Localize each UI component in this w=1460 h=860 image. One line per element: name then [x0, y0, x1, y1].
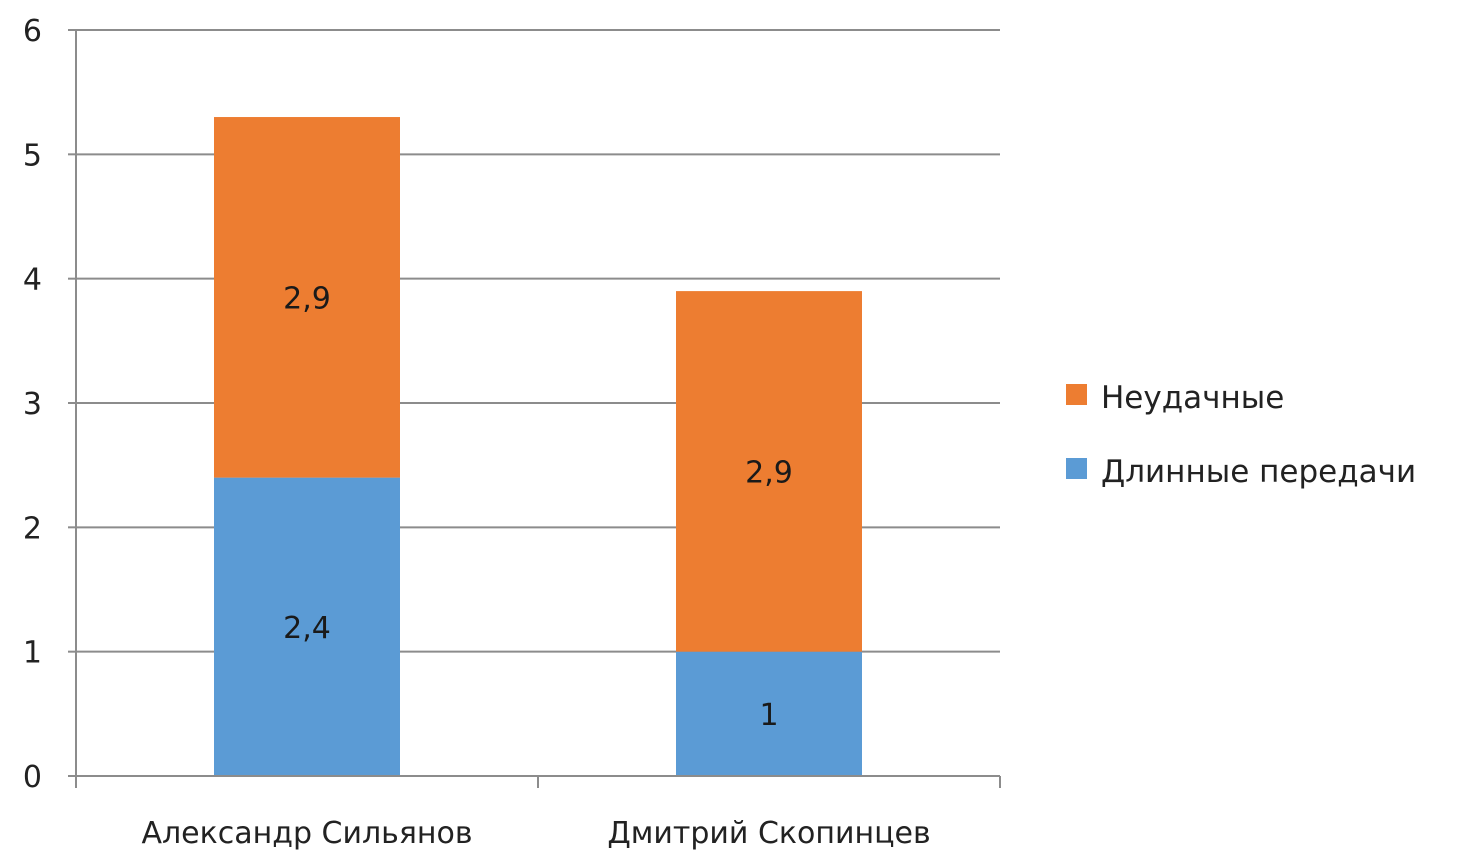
bar-segment	[214, 117, 400, 478]
legend-label: Неудачные	[1101, 380, 1284, 416]
y-tick-label: 2	[23, 511, 42, 546]
bar-segment	[676, 651, 862, 776]
y-tick-label: 3	[23, 387, 42, 422]
bar-segment	[676, 291, 862, 652]
bars	[214, 117, 862, 776]
labels: 0 1 2 3 4 5 6 2,4 2,9 Александр Сильянов 1 2,9 Дмитр…	[23, 14, 931, 851]
data-label: 2,9	[283, 281, 331, 316]
legend-label: Длинные передачи	[1101, 454, 1416, 490]
x-category-label: Дмитрий Скопинцев	[607, 816, 930, 851]
axes	[68, 29, 1001, 788]
y-tick-label: 6	[23, 14, 42, 49]
data-label: 1	[759, 698, 778, 733]
y-tick-label: 4	[23, 263, 42, 298]
legend-swatch	[1066, 458, 1087, 479]
data-label: 2,9	[745, 455, 793, 490]
y-tick-label: 1	[23, 636, 42, 671]
legend: Неудачные Длинные передачи	[1066, 380, 1416, 490]
y-tick-label: 5	[23, 138, 42, 173]
y-tick-label: 0	[23, 760, 42, 795]
bar-segment	[214, 477, 400, 776]
data-label: 2,4	[283, 611, 331, 646]
legend-swatch	[1066, 384, 1087, 405]
x-category-label: Александр Сильянов	[141, 816, 472, 851]
